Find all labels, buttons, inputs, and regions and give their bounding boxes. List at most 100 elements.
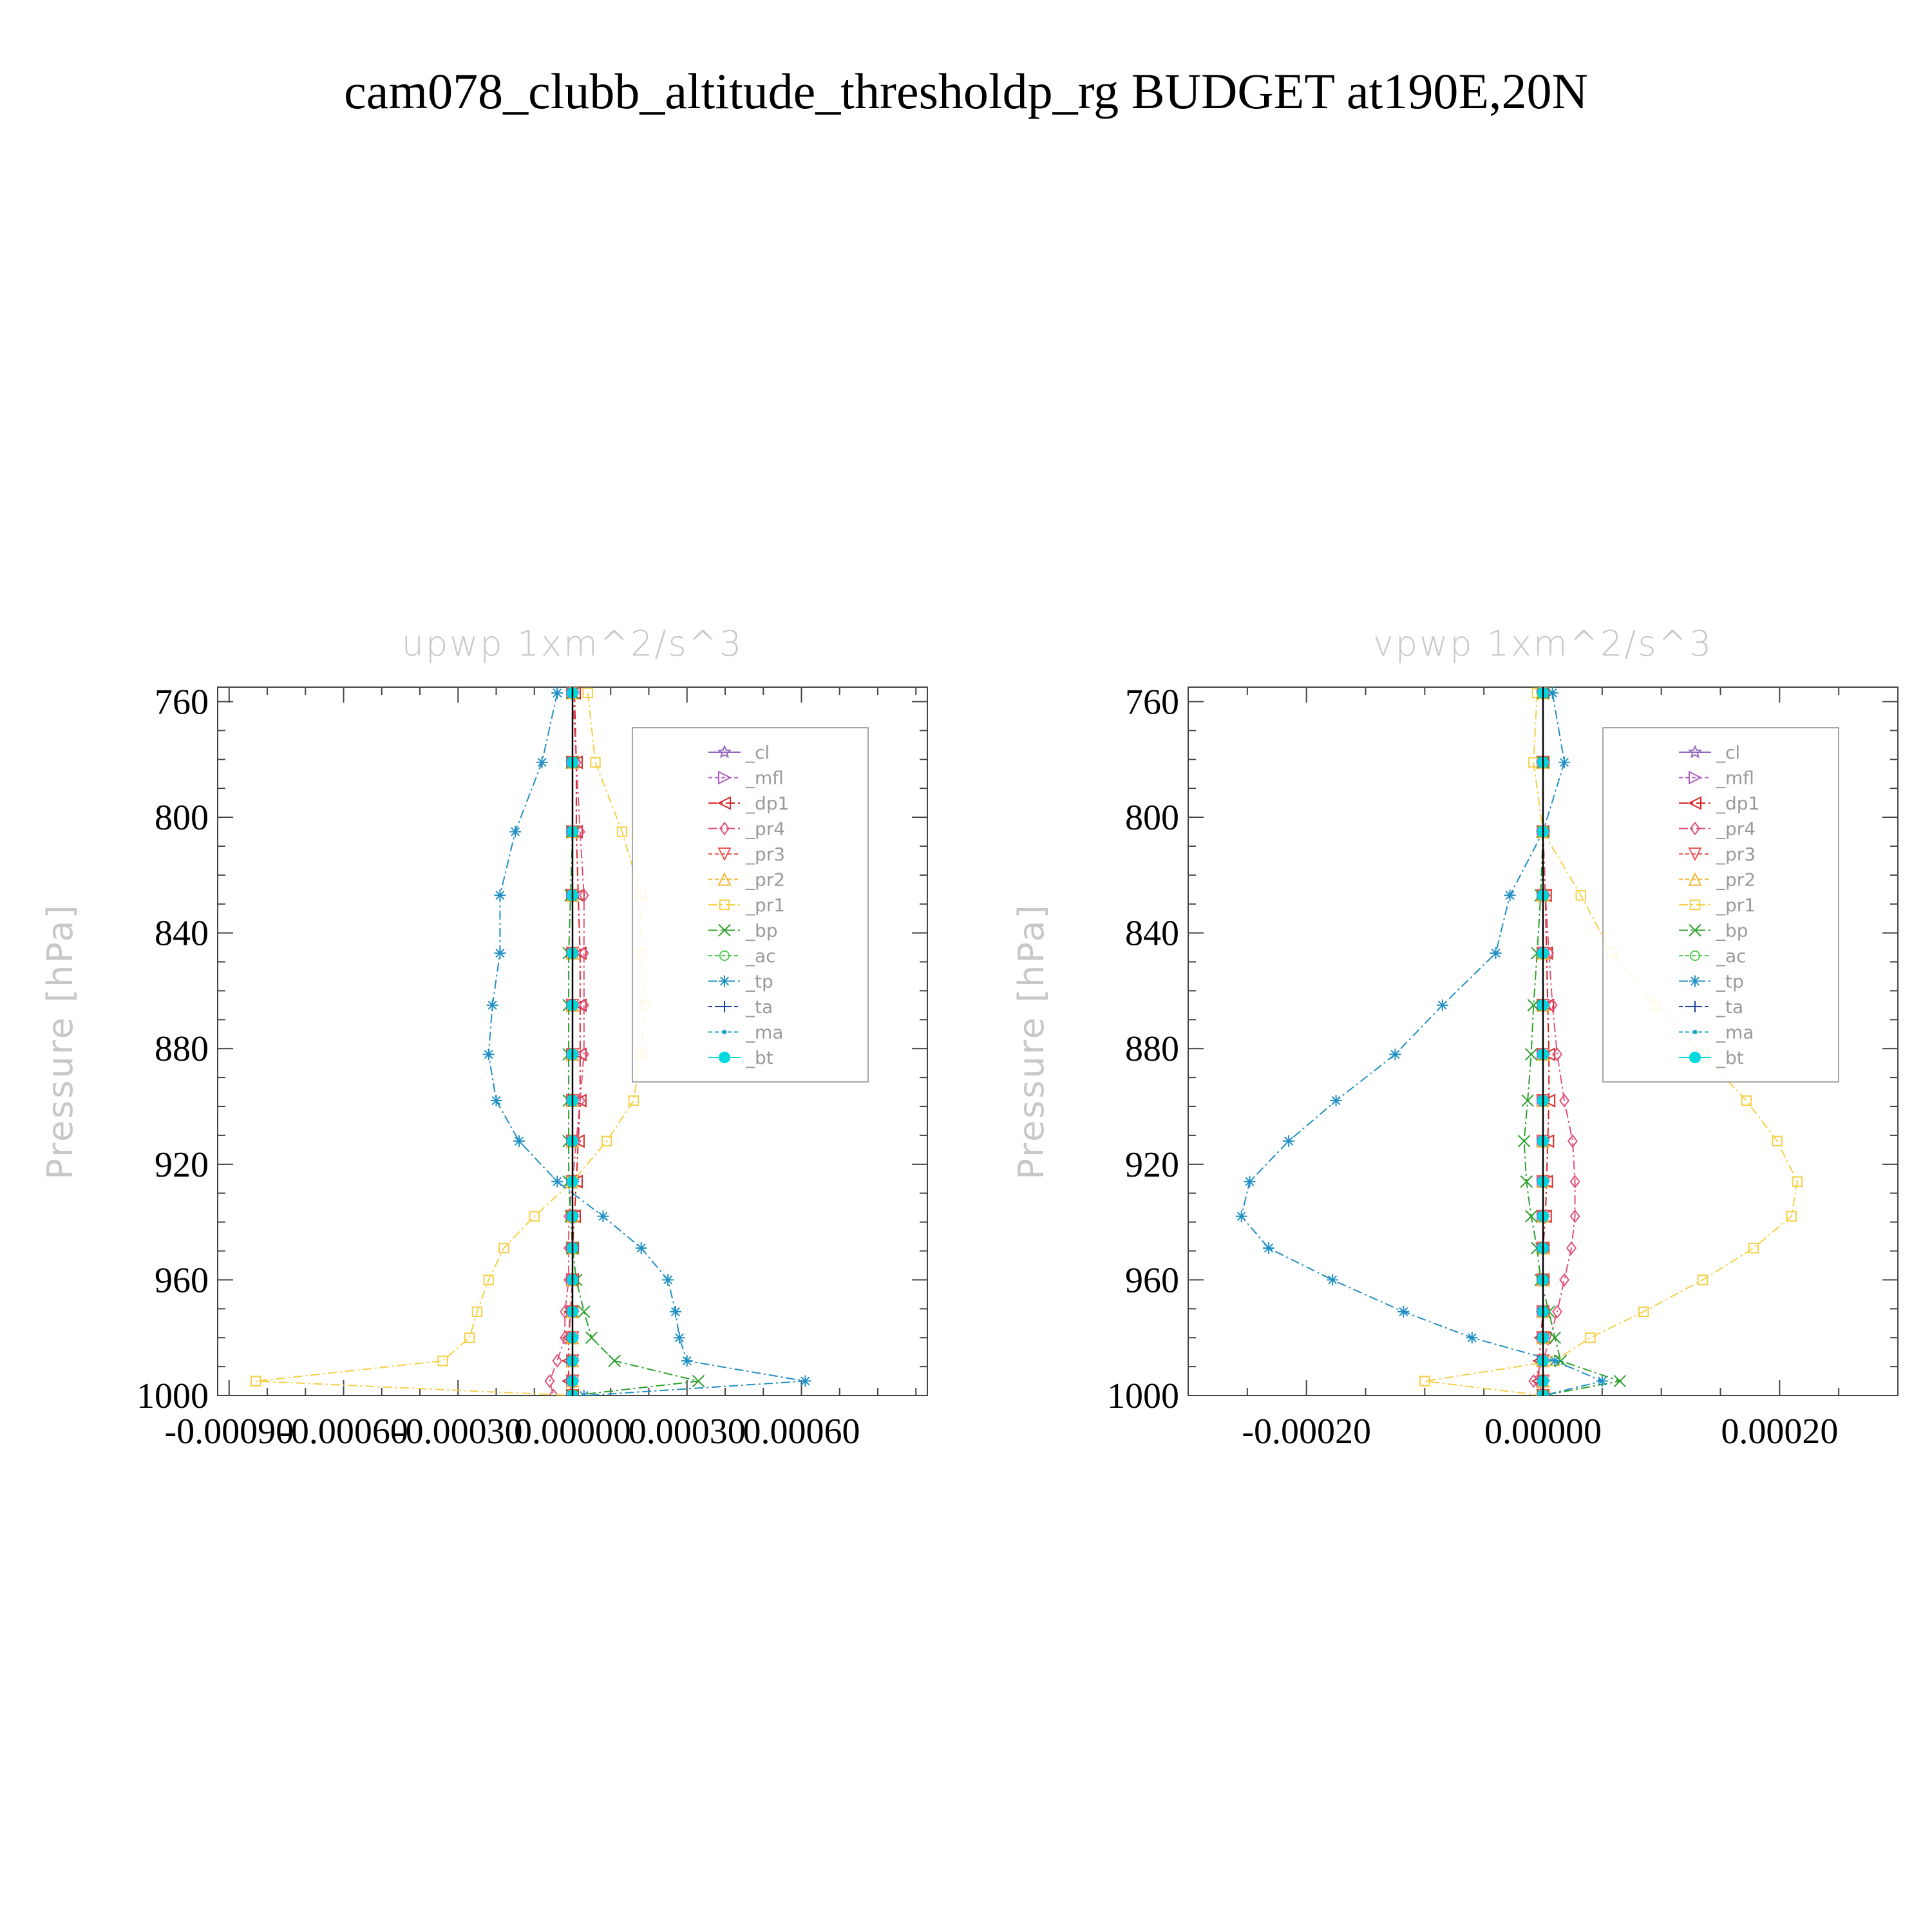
data-point-tp (1558, 756, 1571, 768)
legend-marker (1687, 796, 1701, 810)
figure-title: cam078_clubb_altitude_thresholdp_rg BUDG… (344, 63, 1588, 119)
legend-marker (1689, 770, 1703, 785)
x-tick-label: 0.00000 (514, 1412, 631, 1452)
data-point-tp (1490, 947, 1502, 960)
data-point-tp (635, 1242, 647, 1255)
legend-box (632, 727, 869, 1083)
legend-label: _pr1 (745, 895, 785, 916)
y-tick-label: 1000 (137, 1376, 209, 1416)
legend-label: _bp (745, 920, 778, 942)
series-line-tp (1240, 692, 1604, 1396)
y-tick-label: 960 (155, 1260, 209, 1300)
legend-marker (1689, 1001, 1701, 1012)
data-point-tp (681, 1355, 693, 1367)
data-point-tp (1546, 687, 1558, 699)
data-point-tp (1330, 1095, 1342, 1107)
data-point-dp1 (573, 998, 587, 1012)
y-tick-label: 800 (1125, 798, 1179, 838)
data-point-pr4 (548, 1388, 559, 1396)
data-point-dp1 (573, 946, 587, 960)
data-point-pr4 (1547, 998, 1558, 1012)
data-point-tp (486, 999, 498, 1011)
data-point-tp (1327, 1274, 1339, 1286)
series-line-bp (568, 693, 699, 1396)
data-point-tp (662, 1274, 674, 1286)
panel-title: vpwp 1xm^2/s^3 (1373, 623, 1713, 664)
data-point-tp (1436, 999, 1448, 1011)
data-point-tp (513, 1135, 526, 1147)
data-point-bp (608, 1354, 621, 1367)
data-point-pr4 (578, 1047, 589, 1061)
y-axis-label: Pressure [hPa] (40, 903, 80, 1179)
data-point-tp (1504, 889, 1516, 902)
data-point-bp (578, 1305, 591, 1318)
data-point-pr1 (590, 757, 601, 768)
legend-marker (1690, 821, 1700, 836)
y-tick-label: 880 (1125, 1029, 1179, 1069)
data-point-pr1 (616, 826, 628, 837)
legend-marker (717, 872, 732, 886)
legend-marker (1687, 744, 1703, 759)
legend-marker (1688, 848, 1702, 862)
data-point-tp (1596, 1375, 1608, 1387)
y-tick-label: 760 (155, 682, 209, 722)
data-point-tp (1262, 1242, 1274, 1255)
data-point-pr4 (1569, 1175, 1580, 1189)
y-tick-label: 880 (155, 1029, 209, 1069)
legend-marker (718, 923, 731, 937)
data-point-pr1 (1772, 1135, 1783, 1147)
data-point-bp (692, 1374, 705, 1388)
data-point-pr4 (578, 998, 589, 1012)
legend-label: _pr3 (745, 844, 785, 865)
legend-marker (719, 899, 730, 911)
legend-marker (1688, 872, 1702, 886)
data-point-bp (1520, 1175, 1533, 1188)
data-point-dp1 (1541, 1094, 1556, 1108)
legend-marker (717, 744, 732, 759)
data-point-tp (673, 1332, 685, 1344)
legend-label: _pr1 (1716, 895, 1756, 916)
x-tick-label: 0.00060 (743, 1412, 860, 1452)
data-point-tp (1235, 1210, 1247, 1222)
data-point-bp (1554, 1354, 1567, 1367)
legend-label: _ma (745, 1022, 783, 1043)
x-tick-label: 0.00000 (1484, 1412, 1602, 1452)
legend-marker (719, 1001, 730, 1012)
data-point-pr4 (1552, 1047, 1563, 1061)
data-point-pr1 (1575, 890, 1586, 901)
data-point-dp1 (573, 1047, 587, 1061)
legend-label: _pr4 (1716, 819, 1756, 840)
legend-label: _ta (1716, 996, 1743, 1018)
legend-label: _cl (1716, 742, 1740, 763)
data-point-pr1 (1748, 1242, 1759, 1254)
legend-label: _ac (1716, 945, 1747, 967)
legend-marker (719, 950, 730, 961)
legend-label: _ma (1716, 1022, 1754, 1043)
y-tick-label: 840 (1125, 914, 1179, 954)
legend: _cl _mfl _dp1 _pr4 _pr3 _pr2 _pr1 _bp _ac _tp _ta _… (1602, 727, 1839, 1083)
data-point-pr4 (1567, 1134, 1578, 1148)
y-tick-label: 840 (155, 914, 209, 954)
series-line-bp (1523, 693, 1623, 1396)
legend-marker (1689, 1052, 1701, 1063)
legend-marker (719, 821, 730, 836)
panel-title: upwp 1xm^2/s^3 (402, 623, 744, 664)
data-point-tp (669, 1305, 681, 1318)
y-tick-label: 960 (1125, 1260, 1179, 1300)
legend-label: _mfl (1716, 768, 1754, 789)
data-point-tp (551, 687, 564, 699)
data-point-bp (585, 1331, 598, 1344)
data-point-tp (1283, 1135, 1295, 1147)
data-point-bp (1517, 1135, 1531, 1148)
legend-label: _dp1 (745, 793, 789, 814)
y-tick-label: 800 (155, 798, 209, 838)
data-point-tp (551, 1175, 564, 1188)
series-line-tp (488, 692, 806, 1396)
x-tick-label: 0.00030 (629, 1412, 746, 1452)
legend-marker (1689, 950, 1701, 961)
y-axis-label: Pressure [hPa] (1011, 903, 1052, 1179)
data-point-pr1 (529, 1211, 540, 1222)
data-point-pr1 (1585, 1332, 1596, 1343)
data-point-tp (509, 826, 522, 838)
legend-marker (717, 848, 732, 862)
